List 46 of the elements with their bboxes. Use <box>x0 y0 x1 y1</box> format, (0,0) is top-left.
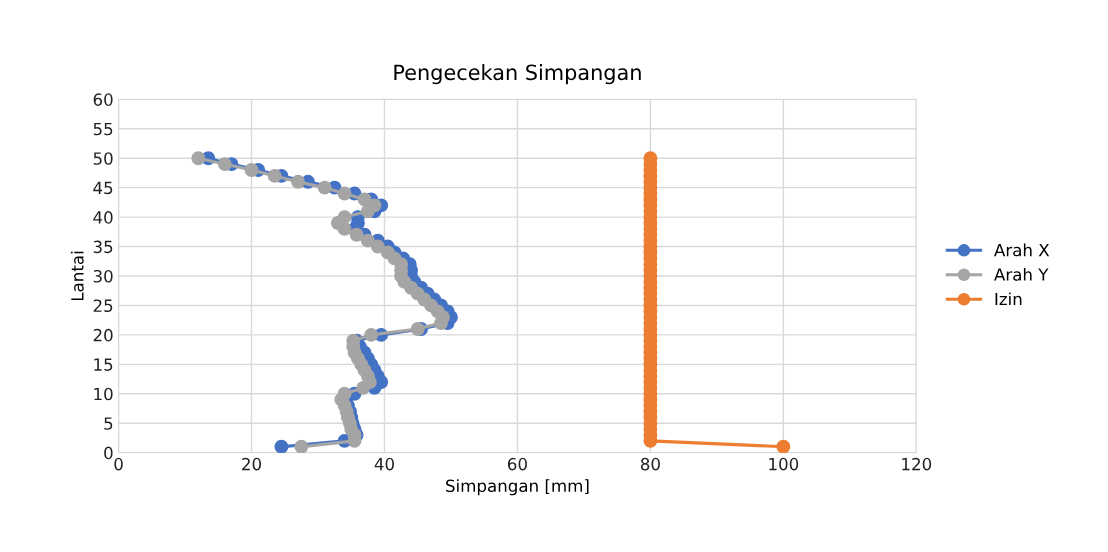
x-tick-label: 80 <box>640 457 660 471</box>
x-tick-label: 120 <box>902 457 932 471</box>
point <box>274 439 289 453</box>
y-tick-label: 45 <box>93 181 113 195</box>
point <box>217 157 232 172</box>
y-tick-label: 55 <box>93 122 113 136</box>
point <box>410 322 425 336</box>
point <box>291 174 305 189</box>
point <box>367 198 382 213</box>
x-tick-label: 100 <box>769 457 799 471</box>
y-tick-label: 10 <box>94 387 113 401</box>
legend-label: Arah Y <box>994 267 1049 281</box>
point <box>337 186 352 201</box>
point <box>360 233 375 248</box>
y-axis-title: Lantai <box>70 251 84 301</box>
x-axis-title: Simpangan [mm] <box>446 479 589 496</box>
point <box>317 180 332 195</box>
y-tick-label: 50 <box>93 152 113 165</box>
chart-title: Pengecekan Simpangan <box>394 64 641 85</box>
x-tick-label: 20 <box>242 457 262 471</box>
point <box>349 227 364 242</box>
y-tick-label: 20 <box>93 328 113 342</box>
point <box>357 192 372 207</box>
y-tick-label: 30 <box>93 269 113 283</box>
y-tick-label: 40 <box>93 211 113 224</box>
legend-label: Arah X <box>994 243 1050 257</box>
y-tick-label: 25 <box>93 299 113 313</box>
point <box>337 386 352 401</box>
y-tick-label: 5 <box>104 417 113 430</box>
point <box>244 163 259 177</box>
legend-label: Izin <box>995 292 1022 306</box>
y-tick-label: 15 <box>94 358 113 371</box>
x-tick-label: 60 <box>508 457 527 471</box>
point <box>380 245 395 260</box>
point <box>337 210 352 225</box>
point <box>776 439 791 453</box>
x-tick-label: 40 <box>374 457 394 471</box>
y-tick-label: 0 <box>104 446 113 460</box>
point <box>370 239 385 254</box>
point <box>267 168 282 183</box>
point <box>191 151 206 166</box>
y-tick-label: 60 <box>93 93 113 106</box>
y-tick-label: 35 <box>93 240 113 254</box>
point <box>294 439 309 453</box>
point <box>364 327 379 342</box>
x-tick-label: 0 <box>114 457 123 471</box>
